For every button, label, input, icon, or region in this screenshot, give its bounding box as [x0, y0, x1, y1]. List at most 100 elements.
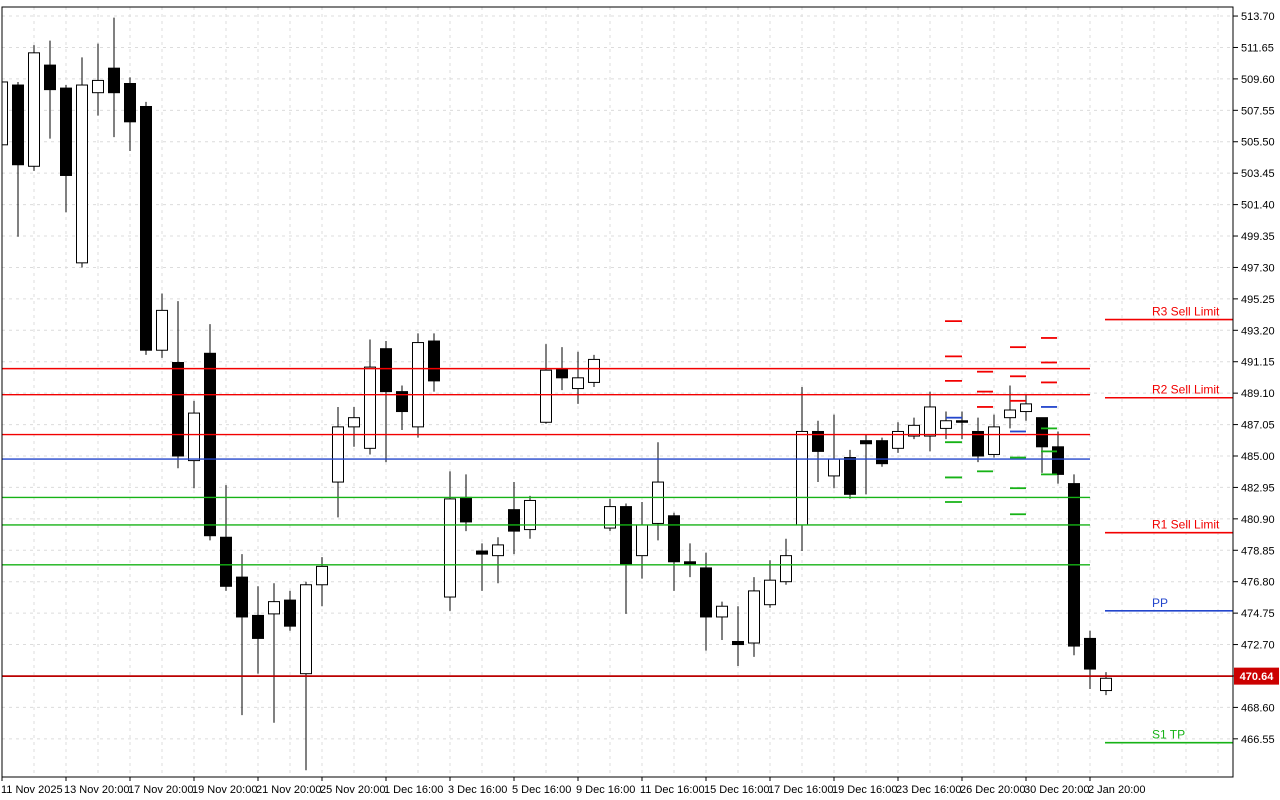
candle [780, 538, 792, 585]
candle-body-bull [764, 579, 776, 606]
candle-body-bull [300, 584, 312, 675]
date-tick-label: 19 Nov 20:00 [192, 784, 257, 796]
price-tick-label: 474.75 [1241, 608, 1275, 620]
candle [252, 586, 264, 674]
price-badge-value: 470.64 [1240, 671, 1275, 683]
candle-body-bull [28, 52, 40, 167]
candle-body-bull [92, 79, 104, 94]
order-line-label: PP [1152, 596, 1168, 610]
price-tick-label: 499.35 [1241, 231, 1275, 243]
candle-body-bull [892, 430, 904, 449]
candle [268, 583, 280, 723]
candle-body-bear [204, 352, 216, 537]
candle [860, 434, 872, 495]
candle-body-bull [76, 84, 88, 264]
date-tick-label: 17 Nov 20:00 [128, 784, 193, 796]
order-line-label: S1 TP [1152, 728, 1185, 742]
price-tick-label: 501.40 [1241, 200, 1275, 212]
candle [748, 577, 760, 657]
date-tick-label: 19 Dec 16:00 [832, 784, 897, 796]
candle-body-bull [940, 420, 952, 429]
candle [732, 606, 744, 667]
candle [988, 414, 1000, 458]
candle-body-bear [1084, 637, 1096, 670]
candle [92, 43, 104, 116]
candle [572, 351, 584, 404]
price-tick-label: 472.70 [1241, 640, 1275, 652]
candle-body-bear [844, 457, 856, 495]
candle [332, 406, 344, 518]
candle-body-bear [60, 87, 72, 176]
price-tick-label: 505.50 [1241, 137, 1275, 149]
candle-body-bull [316, 565, 328, 586]
candle [44, 40, 56, 139]
candle [28, 45, 40, 171]
candle-body-bull [268, 601, 280, 615]
candle-body-bear [972, 430, 984, 457]
candle [380, 341, 392, 463]
price-tick-label: 513.70 [1241, 11, 1275, 23]
candle-body-bull [796, 430, 808, 526]
candle [1052, 431, 1064, 484]
candle [236, 554, 248, 716]
candle-body-bull [988, 426, 1000, 455]
order-line-label: R2 Sell Limit [1152, 383, 1220, 397]
price-tick-label: 487.05 [1241, 420, 1275, 432]
candle-body-bull [444, 498, 456, 598]
order-line-label: R3 Sell Limit [1152, 305, 1220, 319]
candle [108, 17, 120, 138]
candle-body-bull [348, 417, 360, 428]
candle [588, 354, 600, 388]
candle-body-bull [540, 369, 552, 423]
candle [924, 391, 936, 452]
order-line-group: S1 TP [1105, 728, 1233, 744]
candle [76, 57, 88, 268]
date-tick-label: 21 Nov 20:00 [256, 784, 321, 796]
candle [668, 512, 680, 591]
price-axis: 513.70 511.65 509.60 507.55 505.50 503.45 501.… [1233, 11, 1275, 746]
candles-layer [2, 17, 1112, 771]
candle-body-bull [364, 366, 376, 449]
grid-layer [2, 7, 1233, 777]
candle-body-bull [588, 358, 600, 383]
candle [812, 420, 824, 483]
candle [1036, 417, 1048, 473]
date-tick-label: 5 Dec 16:00 [512, 784, 571, 796]
candle-body-bear [620, 506, 632, 566]
candle [156, 293, 168, 358]
candle [396, 385, 408, 430]
candle [828, 414, 840, 489]
date-tick-label: 11 Dec 16:00 [640, 784, 705, 796]
price-tick-label: 476.80 [1241, 577, 1275, 589]
date-tick-label: 13 Nov 20:00 [64, 784, 129, 796]
date-tick-label: 1 Dec 16:00 [384, 784, 443, 796]
candle [220, 485, 232, 591]
candle-body-bull [924, 406, 936, 437]
date-tick-label: 23 Dec 16:00 [896, 784, 961, 796]
candle [188, 400, 200, 489]
candle-body-bull [2, 81, 8, 146]
candle [12, 81, 24, 237]
candle-body-bull [748, 590, 760, 644]
candle-body-bear [876, 440, 888, 465]
price-tick-label: 489.10 [1241, 388, 1275, 400]
price-tick-label: 468.60 [1241, 702, 1275, 714]
candle-body-bull [492, 544, 504, 557]
plot-border [1, 6, 1234, 778]
candle-body-bull [1004, 409, 1016, 419]
candle [124, 77, 136, 151]
candle [764, 560, 776, 608]
order-line-group: R2 Sell Limit [1105, 383, 1233, 399]
date-tick-label: 25 Nov 20:00 [320, 784, 385, 796]
candle [284, 590, 296, 631]
price-badge-bg [1234, 667, 1279, 685]
candle-body-bear [108, 67, 120, 94]
candle [604, 498, 616, 532]
date-tick-label: 3 Dec 16:00 [448, 784, 507, 796]
candle-body-bear [140, 105, 152, 351]
candle [716, 601, 728, 640]
order-line-label: R1 Sell Limit [1152, 518, 1220, 532]
candle [428, 333, 440, 392]
